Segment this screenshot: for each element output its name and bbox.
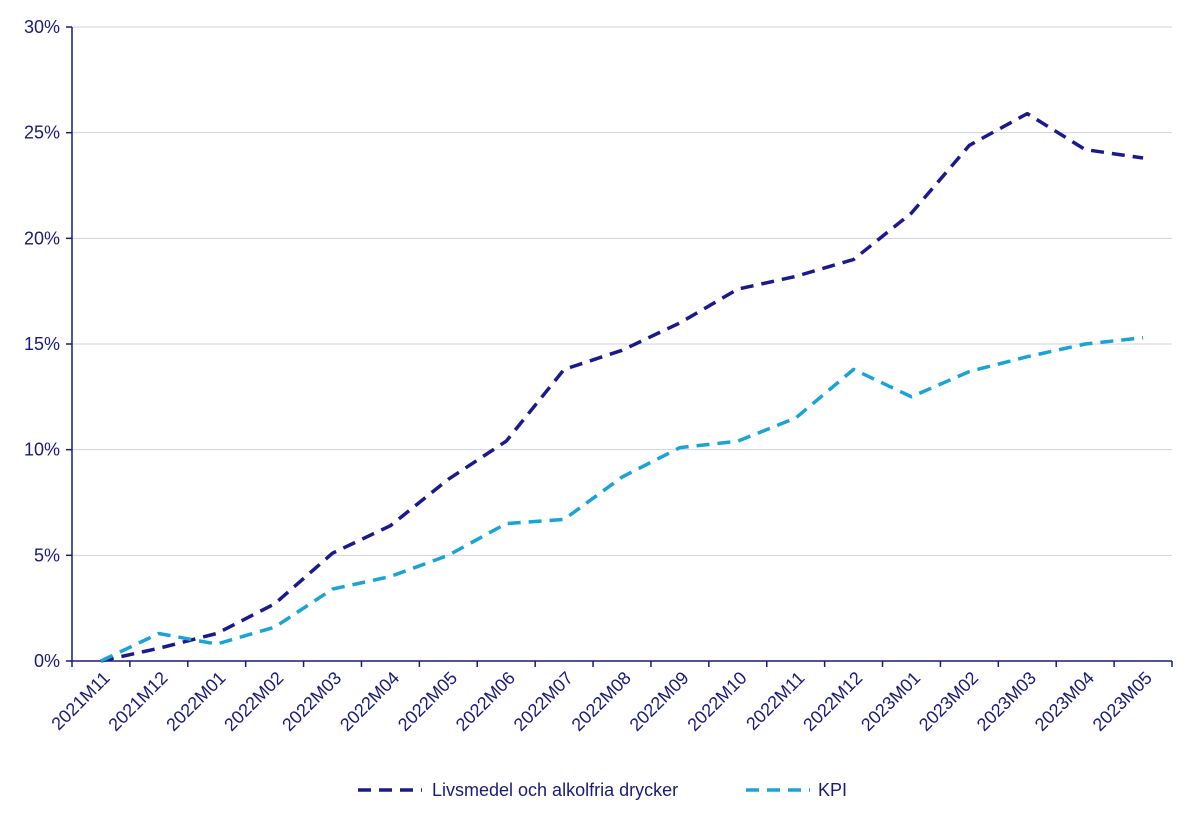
data-point <box>504 522 508 526</box>
y-tick-label: 20% <box>24 228 60 248</box>
data-point <box>620 475 624 479</box>
data-point <box>157 632 161 636</box>
data-point <box>794 274 798 278</box>
grid-layer <box>72 26 1172 556</box>
series-layer <box>99 111 1145 663</box>
x-tick-label: 2022M05 <box>394 668 461 735</box>
data-point <box>620 348 624 352</box>
data-point <box>562 517 566 521</box>
data-point <box>331 587 335 591</box>
y-tick-label: 0% <box>34 651 60 671</box>
data-point <box>678 321 682 325</box>
label-layer: 0% 5% 10% 15% 20% 25% 30% 2021M112021M122022M01… <box>24 17 1156 735</box>
data-point <box>1025 112 1029 116</box>
data-point <box>446 553 450 557</box>
data-point <box>99 659 103 663</box>
data-point <box>215 642 219 646</box>
x-tick-label: 2023M03 <box>973 668 1040 735</box>
x-tick-label: 2022M12 <box>799 668 866 735</box>
x-tick-label: 2022M02 <box>220 668 287 735</box>
data-point <box>852 257 856 261</box>
data-point <box>909 211 913 215</box>
y-tick-label: 10% <box>24 440 60 460</box>
legend-label: Livsmedel och alkolfria drycker <box>432 780 678 800</box>
x-tick-label: 2022M04 <box>336 668 403 735</box>
data-point <box>273 625 277 629</box>
data-point <box>1083 342 1087 346</box>
series-line-livsmedel <box>100 111 1144 663</box>
x-tick-label: 2022M11 <box>742 668 808 734</box>
legend-label: KPI <box>818 780 847 800</box>
x-tick-label: 2022M09 <box>626 668 693 735</box>
y-tick-label: 25% <box>24 123 60 143</box>
y-tick-label: 15% <box>24 334 60 354</box>
legend-item-livsmedel: Livsmedel och alkolfria drycker <box>358 780 678 800</box>
x-tick-label: 2023M01 <box>857 668 924 735</box>
x-tick-label: 2022M03 <box>278 668 345 735</box>
legend: Livsmedel och alkolfria drycker KPI <box>358 780 847 800</box>
data-point <box>1025 355 1029 359</box>
x-tick-label: 2021M11 <box>47 668 113 734</box>
data-point <box>1141 336 1145 340</box>
data-point <box>909 395 913 399</box>
series-line-kpi <box>100 335 1144 663</box>
y-tick-label: 5% <box>34 545 60 565</box>
data-point <box>562 367 566 371</box>
x-tick-label: 2022M10 <box>683 668 750 735</box>
axis-layer <box>66 26 1173 667</box>
data-point <box>388 574 392 578</box>
x-tick-label: 2022M06 <box>452 668 519 735</box>
legend-item-kpi: KPI <box>746 780 847 800</box>
data-point <box>736 287 740 291</box>
data-point <box>967 143 971 147</box>
x-tick-label: 2022M07 <box>510 668 577 735</box>
x-tick-label: 2021M12 <box>104 668 171 735</box>
data-point <box>736 439 740 443</box>
x-tick-label: 2022M01 <box>162 668 229 735</box>
x-tick-label: 2023M05 <box>1089 668 1156 735</box>
data-point <box>678 446 682 450</box>
data-point <box>331 551 335 555</box>
data-point <box>504 439 508 443</box>
data-point <box>388 524 392 528</box>
data-point <box>852 367 856 371</box>
data-point <box>446 477 450 481</box>
x-tick-label: 2022M08 <box>568 668 635 735</box>
data-point <box>967 369 971 373</box>
y-tick-label: 30% <box>24 17 60 37</box>
x-tick-label: 2023M02 <box>915 668 982 735</box>
data-point <box>794 416 798 420</box>
data-point <box>1141 156 1145 160</box>
data-point <box>215 632 219 636</box>
data-point <box>273 602 277 606</box>
data-point <box>1083 148 1087 152</box>
data-point <box>157 646 161 650</box>
x-tick-label: 2023M04 <box>1031 668 1098 735</box>
